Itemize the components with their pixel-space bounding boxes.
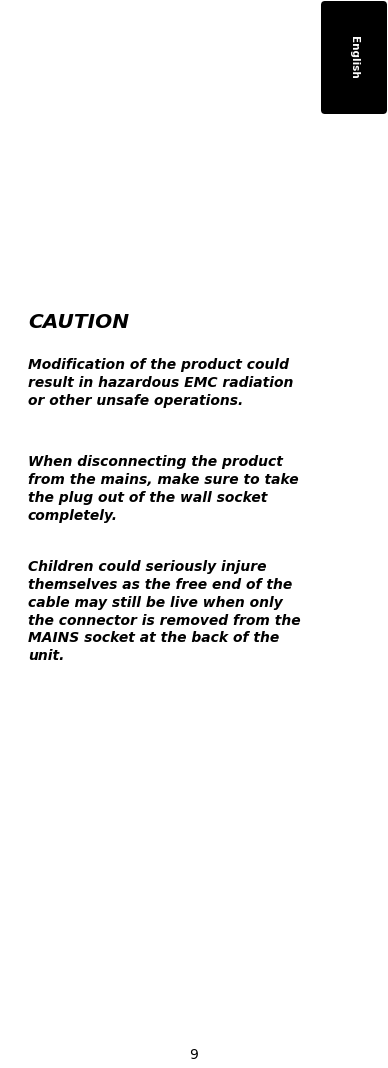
Text: 9: 9 (190, 1048, 198, 1062)
Text: Modification of the product could
result in hazardous EMC radiation
or other uns: Modification of the product could result… (28, 358, 293, 408)
Text: When disconnecting the product
from the mains, make sure to take
the plug out of: When disconnecting the product from the … (28, 455, 298, 522)
Text: English: English (349, 36, 359, 79)
FancyBboxPatch shape (321, 1, 387, 114)
Text: Children could seriously injure
themselves as the free end of the
cable may stil: Children could seriously injure themselv… (28, 560, 301, 663)
Text: CAUTION: CAUTION (28, 313, 129, 332)
